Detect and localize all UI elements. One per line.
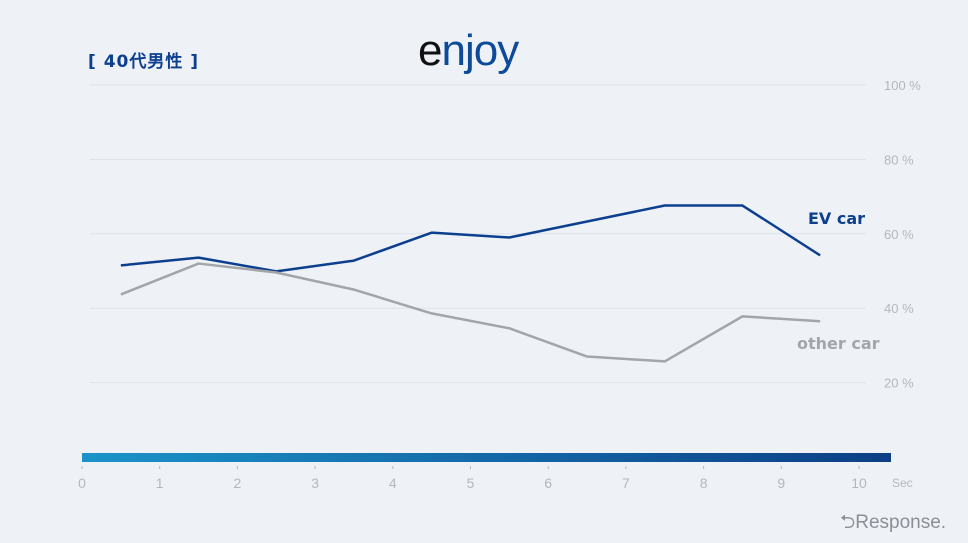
x-tick-label: 0 — [78, 475, 86, 491]
series-line-ev-car — [120, 204, 821, 273]
chart-title: [ 40代男性 ] — [88, 52, 200, 72]
y-tick-label: 60 % — [884, 227, 914, 242]
y-tick-label: 100 % — [884, 78, 921, 93]
x-tick-label: 7 — [622, 475, 630, 491]
series-label: other car — [797, 334, 880, 353]
x-tick-label: 3 — [311, 475, 319, 491]
response-watermark: ⮌Response. — [840, 512, 947, 533]
enjoy-logo: enjoy — [418, 26, 519, 75]
x-tick-label: 10 — [851, 475, 867, 491]
x-unit-label: Sec — [892, 476, 913, 490]
y-tick-label: 80 % — [884, 152, 914, 167]
timeline-bar — [82, 453, 891, 462]
x-tick-label: 8 — [700, 475, 708, 491]
x-tick-label: 2 — [234, 475, 242, 491]
y-tick-label: 20 % — [884, 376, 914, 391]
x-tick-label: 6 — [544, 475, 552, 491]
x-tick-label: 4 — [389, 475, 397, 491]
series-label: EV car — [808, 209, 865, 228]
x-tick-label: 9 — [777, 475, 785, 491]
x-tick-label: 5 — [467, 475, 475, 491]
x-tick-label: 1 — [156, 475, 164, 491]
series-line-other-car — [120, 262, 821, 363]
y-tick-label: 40 % — [884, 301, 914, 316]
